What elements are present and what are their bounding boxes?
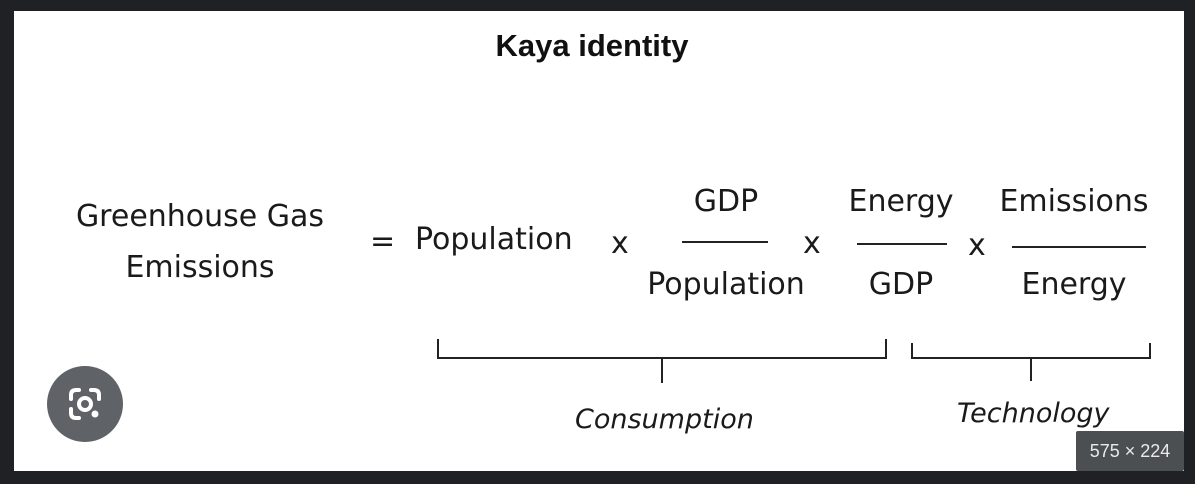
diagram-image (14, 11, 1184, 471)
image-dimensions-badge: 575 × 224 (1076, 431, 1184, 471)
consumption-label: Consumption (575, 404, 754, 435)
diagram-title: Kaya identity (495, 28, 689, 63)
consumption-brace (437, 339, 887, 383)
times-sign-1: x (611, 226, 629, 261)
energy-numerator: Energy (848, 184, 954, 219)
fraction-bar-3 (1012, 246, 1146, 248)
population-term: Population (415, 222, 573, 257)
times-sign-2: x (803, 226, 821, 261)
equals-sign: = (370, 224, 396, 259)
lhs-line-2: Emissions (125, 250, 275, 285)
technology-label: Technology (957, 398, 1110, 429)
fraction-bar-2 (857, 243, 947, 245)
gdp-numerator: GDP (693, 184, 759, 219)
gdp-denominator-2: GDP (868, 267, 934, 302)
technology-brace (911, 343, 1151, 381)
fraction-bar-1 (682, 241, 768, 243)
emissions-numerator: Emissions (999, 184, 1149, 219)
times-sign-3: x (968, 228, 986, 263)
google-lens-icon (69, 388, 101, 420)
gdp-denominator: Population (647, 267, 805, 302)
lhs-line-1: Greenhouse Gas (75, 199, 325, 234)
energy-denominator: Energy (1021, 267, 1127, 302)
google-lens-button[interactable] (47, 366, 123, 442)
